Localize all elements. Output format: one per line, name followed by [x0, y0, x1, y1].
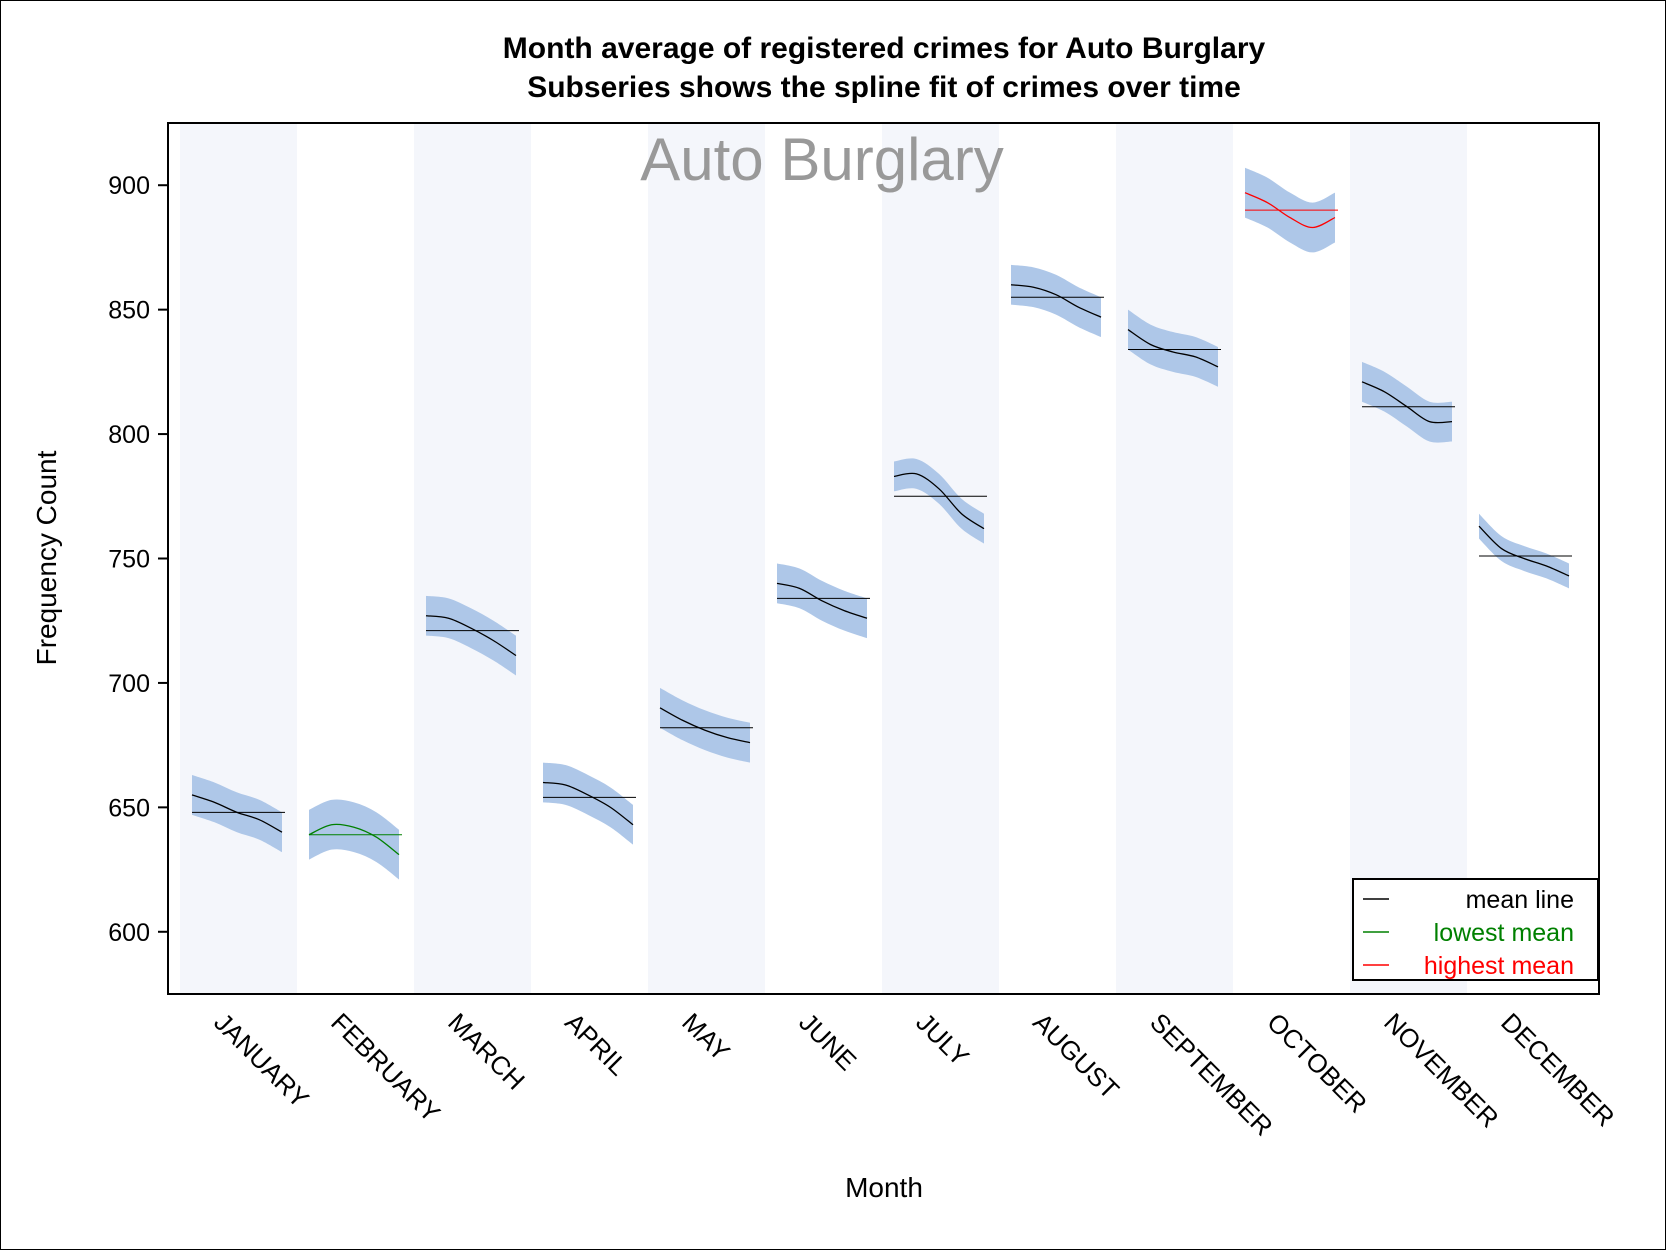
x-tick-label-august: AUGUST: [1027, 1007, 1125, 1105]
x-tick-label-june: JUNE: [793, 1007, 862, 1076]
x-tick-label-february: FEBRUARY: [325, 1007, 446, 1128]
legend-box: [1352, 878, 1599, 981]
y-tick-label-750: 750: [108, 546, 150, 574]
month-band-january: [180, 124, 297, 993]
plot-area-border: [167, 122, 1600, 995]
confidence-band-march: [426, 595, 516, 676]
confidence-band-september: [1128, 309, 1218, 387]
legend-label-3: highest mean: [1424, 952, 1574, 980]
spline-line-january: [191, 794, 283, 833]
chart-subtitle: Subseries shows the spline fit of crimes…: [527, 71, 1241, 104]
spline-line-august: [1010, 284, 1102, 318]
spline-line-february: [308, 823, 400, 856]
legend-label-1: mean line: [1466, 886, 1574, 914]
y-tick-label-800: 800: [108, 421, 150, 449]
spline-line-october: [1244, 192, 1336, 229]
legend: mean line lowest mean highest mean: [1352, 878, 1599, 981]
x-tick-label-march: MARCH: [442, 1007, 531, 1096]
x-tick-label-november: NOVEMBER: [1378, 1007, 1504, 1133]
chart-title: Month average of registered crimes for A…: [503, 32, 1266, 65]
spline-line-may: [659, 707, 751, 744]
spline-line-november: [1361, 381, 1453, 424]
y-tick-label-600: 600: [108, 919, 150, 947]
y-tick-label-900: 900: [108, 172, 150, 200]
confidence-band-january: [192, 775, 282, 853]
month-band-september: [1116, 124, 1233, 993]
confidence-band-february: [309, 799, 399, 880]
confidence-band-july: [894, 458, 984, 544]
month-band-july: [882, 124, 999, 993]
spline-line-september: [1127, 329, 1219, 368]
x-tick-label-october: OCTOBER: [1261, 1007, 1373, 1119]
y-tick-label-700: 700: [108, 670, 150, 698]
confidence-band-may: [660, 687, 750, 763]
spline-line-december: [1478, 525, 1570, 577]
chart-watermark: Auto Burglary: [640, 126, 1004, 193]
x-tick-label-may: MAY: [676, 1007, 736, 1067]
x-tick-label-july: JULY: [910, 1007, 975, 1072]
x-tick-label-september: SEPTEMBER: [1144, 1007, 1279, 1142]
month-band-may: [648, 124, 765, 993]
spline-line-april: [542, 781, 634, 826]
legend-label-2: lowest mean: [1434, 919, 1574, 947]
confidence-band-november: [1362, 361, 1452, 443]
y-axis-label: Frequency Count: [31, 450, 62, 665]
month-band-march: [414, 124, 531, 993]
confidence-band-august: [1011, 264, 1101, 338]
x-tick-label-january: JANUARY: [208, 1007, 315, 1114]
y-tick-label-850: 850: [108, 297, 150, 325]
confidence-band-december: [1479, 513, 1569, 589]
x-tick-label-april: APRIL: [559, 1007, 633, 1081]
confidence-band-april: [543, 762, 633, 845]
month-band-november: [1350, 124, 1467, 993]
x-tick-label-december: DECEMBER: [1495, 1007, 1620, 1132]
y-tick-label-650: 650: [108, 794, 150, 822]
spline-line-march: [425, 615, 517, 657]
spline-line-june: [776, 582, 868, 619]
x-axis-label: Month: [845, 1172, 923, 1203]
spline-line-july: [893, 472, 985, 530]
